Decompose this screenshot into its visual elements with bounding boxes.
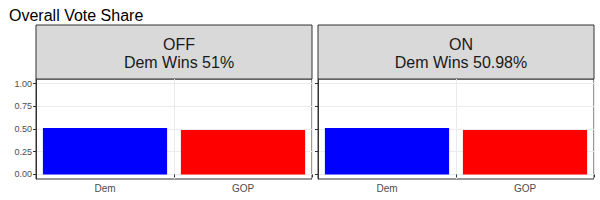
svg-text:GOP: GOP: [232, 183, 255, 194]
svg-text:GOP: GOP: [514, 183, 537, 194]
svg-text:Dem Wins 51%: Dem Wins 51%: [124, 54, 234, 71]
svg-text:OFF: OFF: [163, 36, 195, 53]
svg-text:Dem: Dem: [376, 183, 397, 194]
svg-text:Dem: Dem: [94, 183, 115, 194]
svg-text:0.25: 0.25: [14, 147, 32, 157]
svg-text:Overall Vote Share: Overall Vote Share: [9, 7, 143, 24]
svg-text:0.00: 0.00: [14, 169, 32, 179]
svg-text:0.50: 0.50: [14, 124, 32, 134]
svg-text:1.00: 1.00: [14, 79, 32, 89]
svg-text:0.75: 0.75: [14, 101, 32, 111]
svg-text:Dem Wins 50.98%: Dem Wins 50.98%: [395, 54, 528, 71]
svg-text:ON: ON: [449, 36, 473, 53]
